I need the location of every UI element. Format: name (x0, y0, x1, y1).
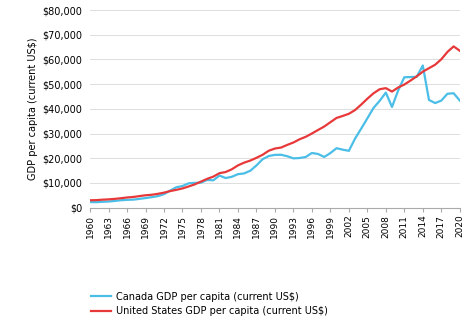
Canada GDP per capita (current US$) (167, 189, 173, 193)
Y-axis label: GDP per capita (current US$): GDP per capita (current US$) (28, 38, 38, 180)
United States GDP per capita (current US$) (451, 45, 456, 49)
Canada GDP per capita (current US$) (420, 64, 426, 68)
United States GDP per capita (current US$) (309, 132, 315, 136)
Line: United States GDP per capita (current US$): United States GDP per capita (current US… (90, 47, 460, 200)
United States GDP per capita (current US$) (408, 79, 413, 83)
Line: Canada GDP per capita (current US$): Canada GDP per capita (current US$) (90, 66, 460, 202)
Canada GDP per capita (current US$) (180, 184, 185, 188)
United States GDP per capita (current US$) (161, 191, 167, 195)
United States GDP per capita (current US$) (284, 143, 290, 147)
United States GDP per capita (current US$) (217, 171, 222, 175)
Legend: Canada GDP per capita (current US$), United States GDP per capita (current US$): Canada GDP per capita (current US$), Uni… (88, 288, 331, 320)
Canada GDP per capita (current US$) (315, 152, 321, 156)
United States GDP per capita (current US$) (173, 188, 179, 192)
United States GDP per capita (current US$) (87, 198, 93, 202)
Canada GDP per capita (current US$) (414, 75, 419, 79)
Canada GDP per capita (current US$) (291, 156, 296, 160)
Canada GDP per capita (current US$) (457, 98, 463, 103)
Canada GDP per capita (current US$) (87, 200, 93, 204)
Canada GDP per capita (current US$) (93, 200, 99, 204)
United States GDP per capita (current US$) (457, 49, 463, 53)
Canada GDP per capita (current US$) (223, 176, 228, 180)
